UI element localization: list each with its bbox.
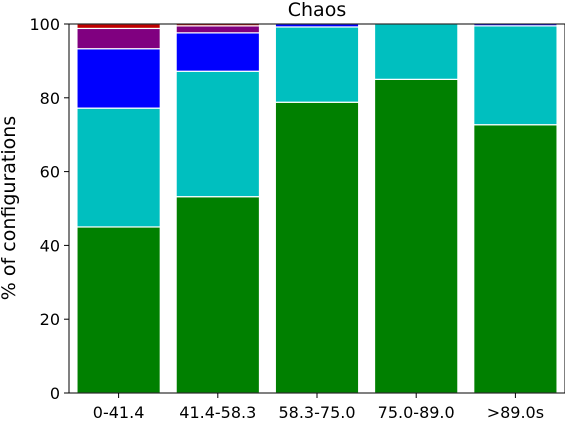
bar-segment-0-4	[76, 23, 161, 30]
bar-segment-0-1	[76, 107, 161, 228]
y-tick-label-0: 0	[50, 384, 60, 403]
bar-segment-0-2	[76, 48, 161, 109]
x-tick-label-1: 41.4-58.3	[179, 403, 256, 421]
y-tick-label-4: 80	[40, 89, 60, 108]
bars-layer	[76, 23, 558, 394]
x-tick-label-3: 75.0-89.0	[378, 403, 455, 421]
y-tick-label-5: 100	[29, 15, 60, 34]
chart-title: Chaos	[288, 0, 346, 21]
bar-segment-1-2	[175, 32, 261, 72]
bar-segment-2-1	[274, 26, 360, 103]
y-tick-label-1: 20	[40, 310, 60, 329]
bar-segment-2-0	[274, 101, 360, 394]
x-tick-label-4: >89.0s	[487, 403, 544, 421]
bar-segment-0-0	[76, 226, 161, 394]
bar-segment-4-1	[473, 25, 558, 126]
bar-segment-1-1	[175, 70, 261, 198]
y-tick-label-2: 40	[40, 236, 60, 255]
bar-segment-3-0	[373, 78, 459, 394]
x-tick-label-0: 0-41.4	[93, 403, 145, 421]
y-tick-label-3: 60	[40, 163, 60, 182]
bar-segment-0-3	[76, 27, 161, 50]
plot-frame	[68, 23, 565, 394]
axes-layer: 0-41.4 41.4-58.3 58.3-75.0 75.0-89.0 >89.0s 0…	[29, 15, 565, 422]
bar-segment-1-3	[175, 25, 261, 34]
bar-segment-4-0	[473, 124, 558, 394]
x-tick-label-2: 58.3-75.0	[278, 403, 355, 421]
bar-segment-3-1	[373, 23, 459, 80]
bar-segment-1-0	[175, 196, 261, 394]
y-axis-label: % of configurations	[0, 116, 20, 300]
